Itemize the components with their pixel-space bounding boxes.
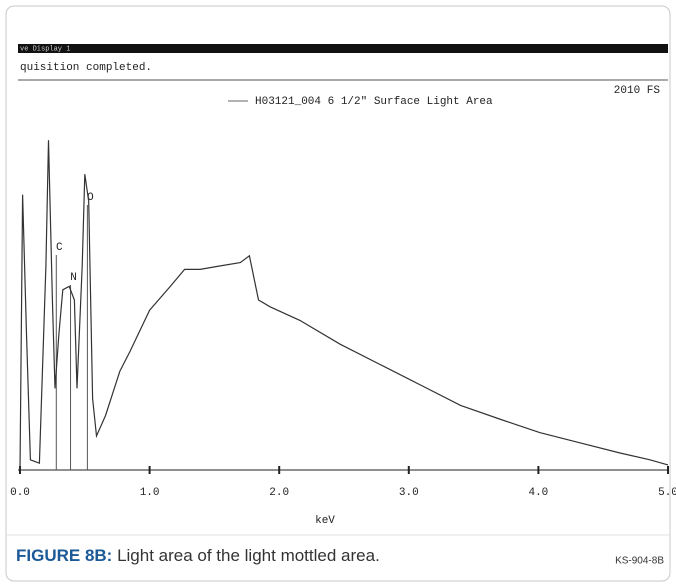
x-tick-label: 1.0 bbox=[140, 487, 160, 499]
x-tick-label: 5.0 bbox=[658, 487, 676, 499]
peak-label: N bbox=[70, 272, 77, 284]
peak-label: O bbox=[87, 192, 94, 204]
x-tick-label: 2.0 bbox=[269, 487, 289, 499]
legend-entry: H03121_004 6 1/2" Surface Light Area bbox=[255, 96, 493, 108]
corner-text: 2010 FS bbox=[614, 85, 661, 97]
status: quisition completed. bbox=[20, 62, 152, 74]
title-bar bbox=[18, 44, 668, 53]
spectrum-line bbox=[19, 140, 669, 471]
window-title: ve Display 1 bbox=[20, 45, 70, 53]
frame bbox=[5, 5, 671, 582]
x-axis-label: keV bbox=[315, 515, 335, 527]
x-tick-label: 0.0 bbox=[10, 487, 30, 499]
peak-label: C bbox=[56, 242, 63, 254]
x-tick-label: 4.0 bbox=[528, 487, 548, 499]
figure-code: KS-904-8B bbox=[615, 556, 664, 567]
x-tick-label: 3.0 bbox=[399, 487, 419, 499]
caption: FIGURE 8B: Light area of the light mottl… bbox=[16, 546, 380, 565]
caption-label: FIGURE 8B: bbox=[16, 546, 112, 565]
caption-text: Light area of the light mottled area. bbox=[112, 546, 379, 565]
